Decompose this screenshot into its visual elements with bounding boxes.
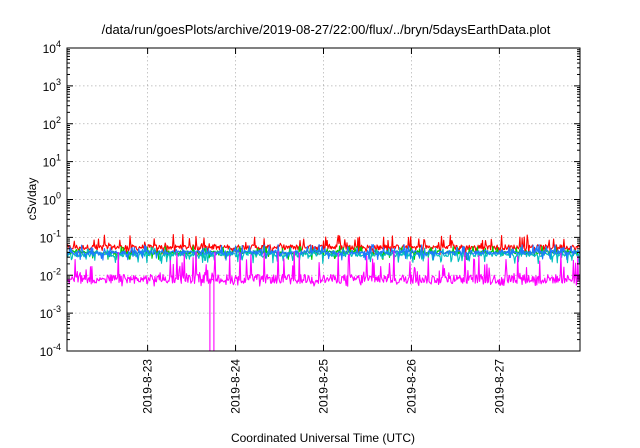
y-tick-label: 103 bbox=[43, 77, 61, 94]
grid bbox=[67, 48, 580, 351]
x-tick-label: 2019-8-24 bbox=[229, 359, 243, 414]
x-tick-label: 2019-8-23 bbox=[141, 359, 155, 414]
y-tick-label: 10-2 bbox=[40, 266, 61, 283]
y-tick-label: 10-1 bbox=[40, 228, 61, 245]
x-tick-label: 2019-8-27 bbox=[492, 359, 506, 414]
y-tick-label: 104 bbox=[43, 39, 61, 56]
x-tick-label: 2019-8-26 bbox=[404, 359, 418, 414]
chart-title: /data/run/goesPlots/archive/2019-08-27/2… bbox=[102, 22, 551, 37]
series-line-3 bbox=[66, 243, 581, 261]
x-tick-label: 2019-8-25 bbox=[317, 359, 331, 414]
x-axis-label: Coordinated Universal Time (UTC) bbox=[231, 431, 415, 445]
y-tick-label: 10-3 bbox=[40, 304, 61, 321]
y-tick-label: 10-4 bbox=[40, 342, 61, 359]
y-tick-label: 100 bbox=[43, 191, 61, 208]
series-layer bbox=[66, 233, 581, 352]
axis-ticks: 10-4 10-3 10-2 10-1 100 101 102 103 104 2019-8-23… bbox=[40, 39, 580, 414]
y-tick-label: 101 bbox=[43, 153, 61, 170]
series-line-4 bbox=[66, 250, 581, 352]
y-tick-label: 102 bbox=[43, 115, 61, 132]
y-axis-label: cSv/day bbox=[25, 178, 39, 221]
